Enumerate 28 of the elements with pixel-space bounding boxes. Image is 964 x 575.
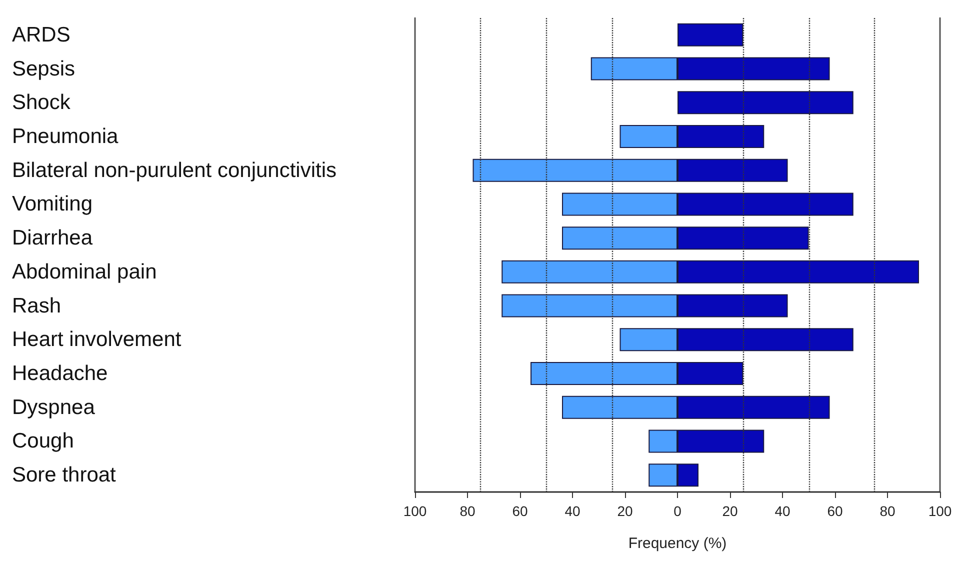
x-tick-label: 20 — [722, 503, 738, 519]
y-tick-label: Diarrhea — [12, 226, 93, 250]
y-tick-label: Sepsis — [12, 57, 76, 80]
y-tick-label: Abdominal pain — [12, 260, 157, 284]
x-tick-label: 60 — [827, 503, 843, 519]
x-tick-label: 20 — [617, 503, 633, 519]
y-tick-label: Sore throat — [12, 464, 116, 487]
y-tick-label: Headache — [12, 362, 108, 385]
y-tick-label: Bilateral non-purulent conjunctivitis — [12, 158, 337, 182]
y-tick-label: Pneumonia — [12, 125, 119, 148]
x-tick-label: 60 — [512, 503, 528, 519]
bar — [678, 91, 854, 114]
y-tick-label: Vomiting — [12, 192, 93, 216]
x-tick-label: 100 — [928, 503, 952, 519]
y-tick-label: Heart involvement — [12, 328, 182, 352]
bar — [678, 23, 744, 46]
x-tick-label: 80 — [460, 503, 476, 519]
y-tick-label: Shock — [12, 91, 71, 114]
x-tick-label: 40 — [774, 503, 790, 519]
x-tick-label: 0 — [674, 503, 682, 519]
x-tick-label: 100 — [403, 503, 427, 519]
y-tick-label: Cough — [12, 430, 74, 453]
y-tick-label: ARDS — [12, 23, 70, 46]
y-tick-label: Dyspnea — [12, 396, 96, 419]
y-tick-label: Rash — [12, 294, 62, 318]
x-tick-label: 80 — [880, 503, 896, 519]
x-axis-title: Frequency (%) — [628, 535, 727, 552]
x-tick-label: 40 — [564, 503, 580, 519]
